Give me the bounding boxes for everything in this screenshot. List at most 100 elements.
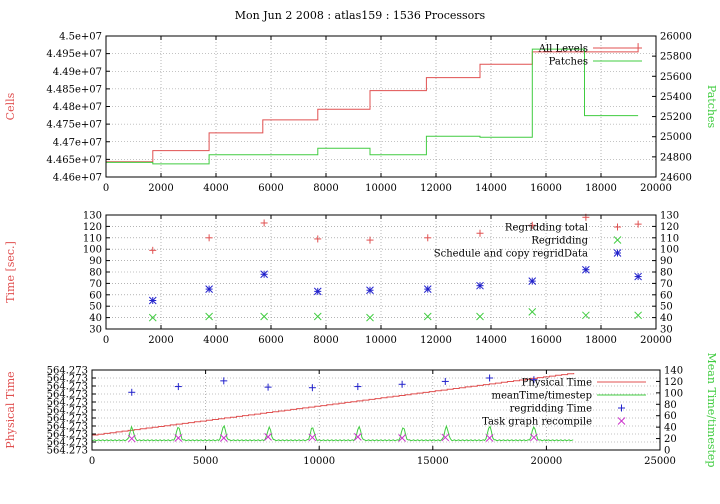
series-patches	[106, 48, 639, 165]
point-cross	[441, 433, 450, 442]
legend-label: regridding Time	[510, 404, 592, 415]
point-cross	[308, 433, 317, 442]
series-physical-time	[92, 373, 575, 436]
series-mean-time-timestep	[91, 424, 574, 442]
point-star	[582, 265, 590, 274]
x-tick-label: 4000	[203, 183, 228, 194]
point-cross	[528, 308, 537, 316]
y2-tick-label: 25200	[660, 112, 692, 123]
y2-tick-label: 90	[660, 256, 673, 267]
y2-tick-label: 60	[660, 290, 673, 301]
y-tick-label: 70	[89, 279, 102, 290]
x-tick-label: 0	[103, 335, 109, 346]
page-title: Mon Jun 2 2008 : atlas159 : 1536 Process…	[234, 9, 486, 22]
y2-tick-label: 25800	[660, 52, 692, 63]
x-tick-label: 8000	[313, 183, 338, 194]
y2-tick-label: 25600	[660, 72, 692, 83]
x-tick-label: 12000	[420, 335, 452, 346]
x-tick-label: 0	[89, 456, 95, 467]
legend-marker	[614, 223, 621, 231]
x-tick-label: 16000	[530, 183, 562, 194]
x-tick-label: 10000	[365, 183, 397, 194]
y-axis-label: Physical Time	[4, 371, 17, 448]
y-tick-label: 120	[83, 222, 102, 233]
point-plus	[634, 220, 642, 228]
y-tick-label: 130	[83, 211, 102, 222]
point-star	[634, 272, 642, 281]
y2-tick-label: 120	[664, 377, 683, 388]
y-tick-label: 110	[83, 233, 102, 244]
point-star	[366, 286, 374, 295]
point-cross	[530, 433, 538, 442]
legend-label: Patches	[549, 57, 588, 68]
point-plus	[354, 383, 362, 391]
y2-tick-label: 0	[664, 446, 670, 457]
point-plus	[220, 377, 228, 385]
point-cross	[313, 312, 322, 321]
y-tick-label: 564.273	[47, 422, 88, 433]
point-cross	[353, 433, 362, 441]
point-cross	[219, 434, 228, 442]
point-cross	[264, 433, 272, 441]
y-tick-label: 4.47e+07	[53, 137, 102, 148]
x-tick-label: 6000	[258, 335, 283, 346]
x-tick-label: 14000	[475, 335, 507, 346]
point-plus	[476, 229, 484, 237]
y2-tick-label: 130	[660, 211, 679, 222]
x-tick-label: 14000	[475, 183, 507, 194]
plot-frame-2	[105, 214, 657, 330]
point-plus	[530, 376, 538, 384]
y-tick-label: 564.273	[47, 430, 88, 441]
point-cross	[127, 434, 136, 443]
y2-tick-label: 100	[664, 388, 683, 399]
legend-marker	[613, 249, 622, 257]
y-tick-label: 564.273	[47, 414, 88, 425]
y2-axis-label: Mean Time/timestep	[705, 353, 718, 468]
y-tick-label: 40	[89, 313, 102, 324]
x-tick-label: 20000	[640, 335, 672, 346]
y-tick-label: 4.48e+07	[53, 102, 102, 113]
legend-label: All Levels	[538, 44, 588, 55]
y-tick-label: 564.273	[47, 374, 88, 385]
legend-marker	[618, 404, 625, 412]
x-tick-label: 0	[103, 183, 109, 194]
y2-tick-label: 110	[660, 233, 679, 244]
y-tick-label: 4.485e+07	[46, 84, 102, 95]
plot-area-3	[92, 370, 660, 450]
point-plus	[398, 380, 406, 388]
y-tick-label: 564.273	[47, 398, 88, 409]
point-plus	[441, 377, 449, 385]
y2-tick-label: 50	[660, 302, 673, 313]
point-cross	[476, 312, 484, 321]
legend-label: Regridding	[531, 236, 588, 247]
y-tick-label: 564.273	[47, 438, 88, 449]
y2-tick-label: 24600	[660, 173, 692, 184]
point-cross	[634, 311, 642, 320]
plot-frame-1	[105, 35, 657, 178]
y-axis-label: Cells	[4, 92, 17, 120]
y2-tick-label: 20	[664, 434, 677, 445]
x-tick-label: 2000	[148, 335, 173, 346]
y2-tick-label: 120	[660, 222, 679, 233]
legend-marker	[613, 236, 622, 244]
point-cross	[582, 311, 590, 320]
point-plus	[149, 246, 157, 254]
plot-frame-3	[91, 369, 661, 451]
x-tick-label: 4000	[203, 335, 228, 346]
point-star	[205, 285, 213, 293]
point-cross	[148, 313, 157, 322]
x-tick-label: 10000	[303, 456, 335, 467]
y-tick-label: 4.475e+07	[46, 120, 102, 131]
point-cross	[485, 434, 494, 442]
point-plus	[174, 383, 182, 391]
point-cross	[205, 312, 213, 321]
y-tick-label: 50	[89, 302, 102, 313]
point-plus	[128, 388, 136, 396]
y2-axis-label: Patches	[705, 85, 718, 129]
x-tick-label: 20000	[640, 183, 672, 194]
point-plus	[424, 234, 432, 242]
point-plus	[205, 234, 213, 242]
y-tick-label: 4.46e+07	[53, 173, 102, 184]
legend-marker	[617, 417, 626, 425]
